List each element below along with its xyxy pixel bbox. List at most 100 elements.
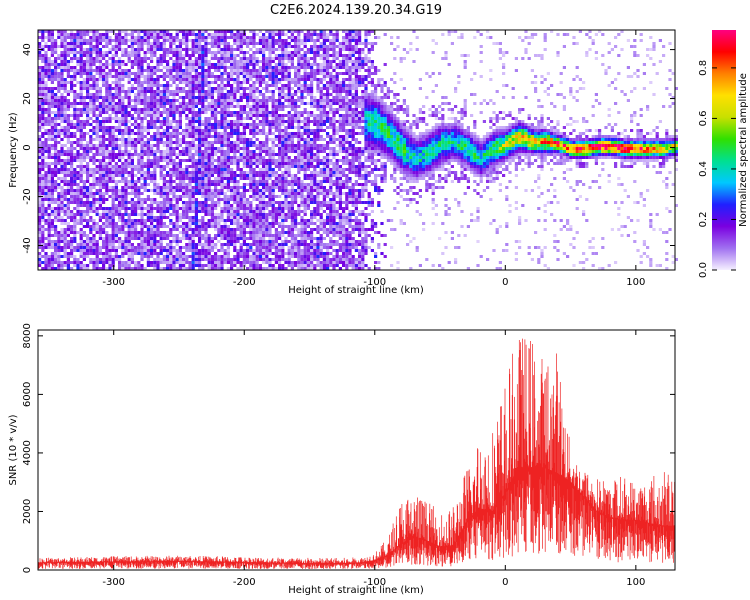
spectrogram-cell: [127, 159, 131, 162]
spectrogram-cell: [150, 117, 154, 120]
spectrogram-cell: [50, 120, 54, 123]
spectrogram-cell: [239, 33, 243, 36]
spectrogram-cell: [204, 39, 208, 42]
spectrogram-cell: [118, 117, 122, 120]
spectrogram-cell: [143, 78, 147, 81]
spectrogram-cell: [255, 204, 259, 207]
spectrogram-cell: [124, 117, 128, 120]
spectrogram-cell: [278, 66, 282, 69]
spectrogram-cell: [60, 51, 64, 54]
spectrogram-cell: [220, 90, 224, 93]
spectrogram-cell: [175, 30, 179, 33]
spectrogram-cell: [210, 141, 214, 144]
spectrogram-cell: [102, 258, 106, 261]
spectrogram-cell: [220, 63, 224, 66]
spectrogram-cell: [207, 255, 211, 258]
spectrogram-cell: [54, 42, 58, 45]
spectrogram-cell: [220, 246, 224, 249]
spectrogram-cell: [169, 93, 173, 96]
spectrogram-cell: [156, 105, 160, 108]
spectrogram-cell: [265, 81, 269, 84]
spectrogram-cell: [198, 267, 202, 270]
spectrogram-cell: [169, 243, 173, 246]
spectrogram-cell: [156, 210, 160, 213]
spectrogram-cell: [194, 102, 198, 105]
spectrogram-cell: [166, 159, 170, 162]
spectrogram-cell: [194, 120, 198, 123]
spectrogram-cell: [210, 219, 214, 222]
spectrogram-cell: [188, 198, 192, 201]
spectrogram-cell: [252, 177, 256, 180]
spectrogram-cell: [54, 120, 58, 123]
spectrogram-cell: [191, 231, 195, 234]
spectrogram-cell: [92, 246, 96, 249]
spectrogram-cell: [60, 69, 64, 72]
spectrogram-cell: [79, 114, 83, 117]
spectrogram-cell: [230, 111, 234, 114]
spectrogram-cell: [121, 228, 125, 231]
spectrogram-cell: [41, 102, 45, 105]
spectrogram-cell: [188, 228, 192, 231]
spectrogram-cell: [38, 243, 42, 246]
spectrogram-cell: [47, 264, 51, 267]
spectrogram-cell: [60, 78, 64, 81]
spectrogram-cell: [66, 36, 70, 39]
spectrogram-cell: [82, 213, 86, 216]
spectrogram-cell: [127, 57, 131, 60]
spectrogram-cell: [223, 150, 227, 153]
spectrogram-cell: [89, 150, 93, 153]
spectrogram-cell: [198, 87, 202, 90]
spectrogram-cell: [188, 267, 192, 270]
spectrogram-cell: [252, 183, 256, 186]
spectrogram-cell: [166, 108, 170, 111]
spectrogram-cell: [153, 30, 157, 33]
spectrogram-cell: [108, 177, 112, 180]
spectrogram-cell: [105, 102, 109, 105]
spectrogram-cell: [44, 219, 48, 222]
spectrogram-cell: [185, 201, 189, 204]
spectrogram-cell: [118, 231, 122, 234]
spectrogram-cell: [108, 258, 112, 261]
spectrogram-cell: [268, 78, 272, 81]
spectrogram-cell: [242, 162, 246, 165]
spectrogram-cell: [182, 36, 186, 39]
spectrogram-cell: [47, 60, 51, 63]
spectrogram-cell: [63, 192, 67, 195]
spectrogram-cell: [70, 210, 74, 213]
spectrogram-cell: [217, 174, 221, 177]
spectrogram-cell: [140, 249, 144, 252]
spectrogram-cell: [255, 144, 259, 147]
spectrogram-cell: [38, 207, 42, 210]
spectrogram-cell: [60, 102, 64, 105]
spectrogram-cell: [159, 150, 163, 153]
spectrogram-cell: [194, 162, 198, 165]
spectrogram-cell: [265, 45, 269, 48]
spectrogram-cell: [194, 69, 198, 72]
spectrogram-cell: [47, 153, 51, 156]
spectrogram-cell: [268, 33, 272, 36]
spectrogram-cell: [194, 177, 198, 180]
spectrogram-cell: [262, 105, 266, 108]
spectrogram-cell: [66, 75, 70, 78]
spectrogram-cell: [105, 81, 109, 84]
spectrogram-cell: [156, 36, 160, 39]
spectrogram-cell: [134, 201, 138, 204]
spectrogram-cell: [118, 120, 122, 123]
spectrogram-cell: [73, 135, 77, 138]
spectrogram-cell: [185, 129, 189, 132]
spectrogram-cell: [76, 201, 80, 204]
spectrogram-cell: [220, 66, 224, 69]
spectrogram-cell: [82, 189, 86, 192]
spectrogram-cell: [114, 51, 118, 54]
spectrogram-cell: [191, 96, 195, 99]
spectrogram-cell: [172, 267, 176, 270]
spectrogram-cell: [194, 249, 198, 252]
spectrogram-cell: [146, 177, 150, 180]
spectrogram-cell: [73, 78, 77, 81]
spectrogram-cell: [166, 183, 170, 186]
spectrogram-cell: [50, 138, 54, 141]
spectrogram-cell: [73, 108, 77, 111]
spectrogram-cell: [178, 69, 182, 72]
spectrogram-cell: [70, 30, 74, 33]
spectrogram-cell: [60, 66, 64, 69]
